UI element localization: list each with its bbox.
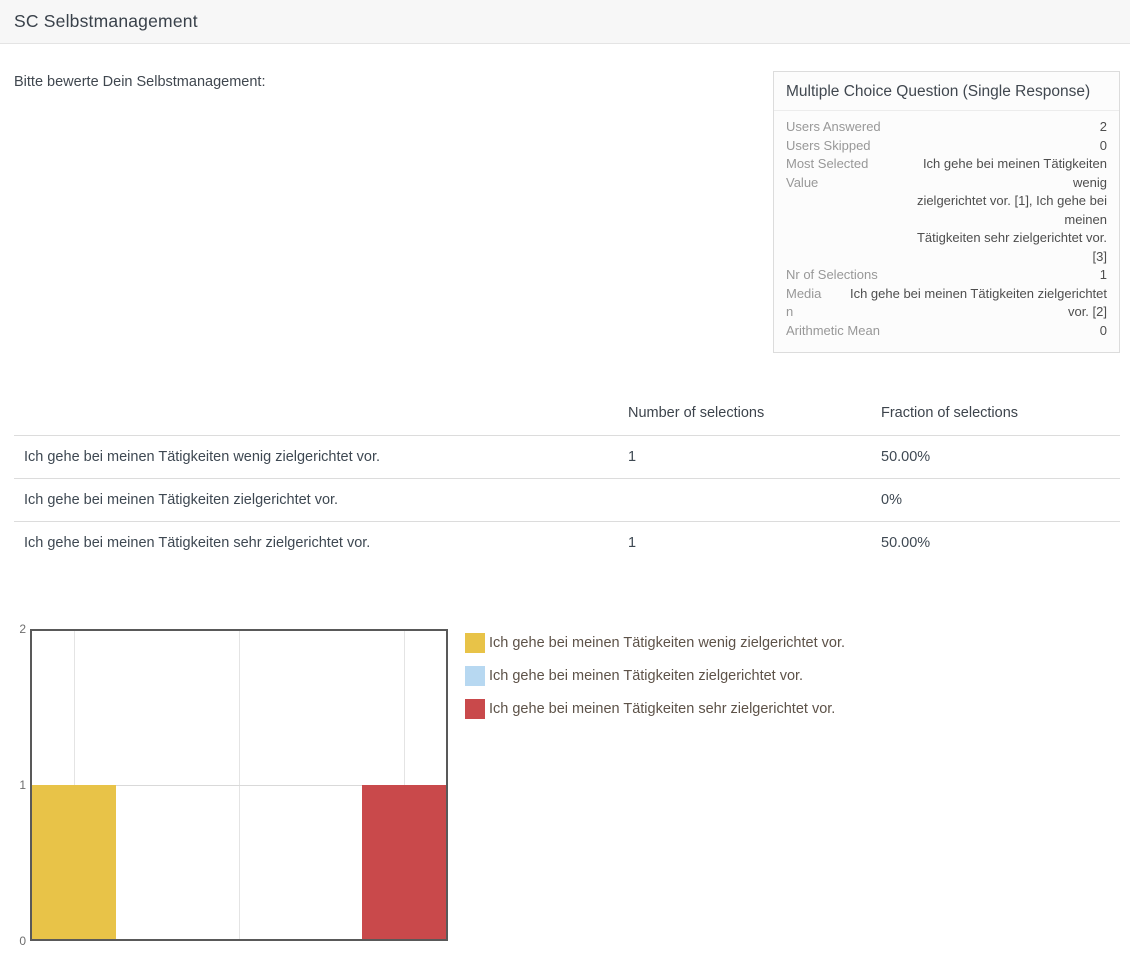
stats-panel: Multiple Choice Question (Single Respons…: [773, 71, 1120, 353]
table-row: Ich gehe bei meinen Tätigkeiten sehr zie…: [14, 521, 1120, 564]
option-label: Ich gehe bei meinen Tätigkeiten sehr zie…: [24, 535, 371, 551]
option-label: Ich gehe bei meinen Tätigkeiten zielgeri…: [24, 492, 339, 508]
option-label: Ich gehe bei meinen Tätigkeiten wenig zi…: [24, 449, 381, 465]
selection-count: 1: [628, 449, 637, 465]
stat-row-users-skipped: Users Skipped 0: [786, 137, 1107, 156]
legend-item: Ich gehe bei meinen Tätigkeiten wenig zi…: [465, 633, 845, 653]
stat-row-users-answered: Users Answered 2: [786, 118, 1107, 137]
chart-plot-area: [30, 629, 448, 941]
stat-label: Arithmetic Mean: [786, 322, 880, 338]
column-header-option: [14, 405, 628, 421]
stat-label: Most Selected Value: [786, 156, 869, 190]
table-header-row: Number of selections Fraction of selecti…: [14, 399, 1120, 435]
stat-row-most-selected-value: Most Selected Value Ich gehe bei meinen …: [786, 155, 1107, 266]
column-header-number-of-selections: Number of selections: [628, 405, 765, 421]
stat-label: Users Answered: [786, 119, 881, 134]
legend-label: Ich gehe bei meinen Tätigkeiten wenig zi…: [489, 635, 846, 651]
y-tick-label: 1: [19, 778, 26, 792]
legend-swatch-yellow: [465, 633, 485, 653]
stat-label: Nr of Selections: [786, 267, 878, 282]
column-header-fraction-of-selections: Fraction of selections: [881, 405, 1019, 421]
stat-value: 0: [1099, 137, 1107, 153]
table-row: Ich gehe bei meinen Tätigkeiten zielgeri…: [14, 478, 1120, 521]
page-header: SC Selbstmanagement: [0, 0, 1130, 44]
legend-item: Ich gehe bei meinen Tätigkeiten zielgeri…: [465, 666, 845, 686]
chart-legend: Ich gehe bei meinen Tätigkeiten wenig zi…: [465, 633, 845, 732]
bar-chart: 2 1 0: [14, 622, 448, 948]
question-text: Bitte bewerte Dein Selbstmanagement:: [14, 74, 266, 90]
legend-swatch-red: [465, 699, 485, 719]
selection-fraction: 50.00%: [881, 449, 931, 465]
legend-swatch-blue: [465, 666, 485, 686]
y-tick-label: 0: [19, 934, 26, 948]
stats-divider: [774, 110, 1119, 111]
stat-value: Ich gehe bei meinen Tätigkeiten wenig zi…: [916, 156, 1107, 264]
table-row: Ich gehe bei meinen Tätigkeiten wenig zi…: [14, 435, 1120, 478]
selection-fraction: 0%: [881, 492, 902, 508]
stat-label: Median: [786, 285, 822, 320]
stat-value: Ich gehe bei meinen Tätigkeiten zielgeri…: [849, 285, 1107, 320]
selection-count: 1: [628, 535, 637, 551]
y-tick-label: 2: [19, 622, 26, 636]
stat-row-arithmetic-mean: Arithmetic Mean 0: [786, 322, 1107, 341]
results-table: Number of selections Fraction of selecti…: [14, 399, 1120, 564]
stat-row-nr-of-selections: Nr of Selections 1: [786, 266, 1107, 285]
stat-value: 0: [1099, 322, 1107, 338]
chart-y-axis: 2 1 0: [14, 622, 30, 948]
stat-row-median: Median Ich gehe bei meinen Tätigkeiten z…: [786, 285, 1107, 322]
chart-bars: [32, 631, 446, 939]
legend-item: Ich gehe bei meinen Tätigkeiten sehr zie…: [465, 699, 845, 719]
selection-fraction: 50.00%: [881, 535, 931, 551]
legend-label: Ich gehe bei meinen Tätigkeiten sehr zie…: [489, 701, 836, 717]
stat-value: 2: [1099, 119, 1107, 134]
bar-sehr-zielgerichtet: [361, 785, 446, 939]
stats-panel-title: Multiple Choice Question (Single Respons…: [786, 83, 1091, 100]
stat-label: Users Skipped: [786, 137, 871, 153]
stat-value: 1: [1099, 267, 1107, 282]
page-title: SC Selbstmanagement: [14, 11, 198, 31]
horizontal-gridline: [32, 785, 446, 786]
legend-label: Ich gehe bei meinen Tätigkeiten zielgeri…: [489, 668, 804, 684]
bar-wenig-zielgerichtet: [32, 785, 117, 939]
